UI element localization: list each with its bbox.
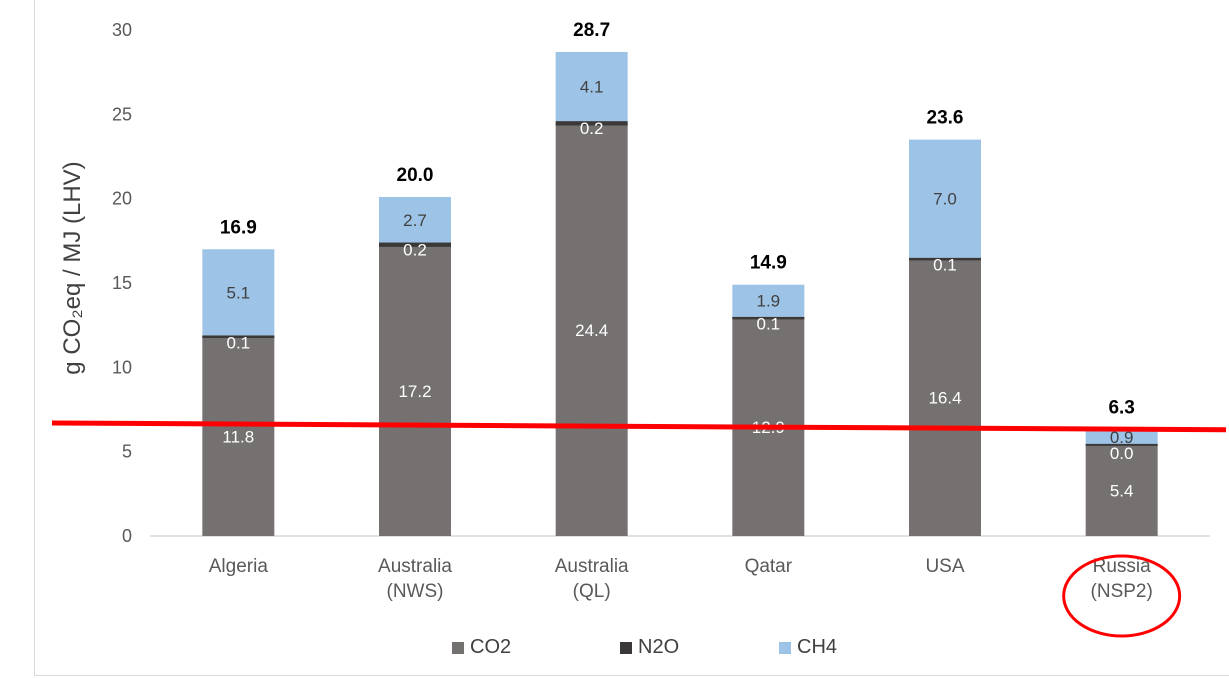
data-label-co2: 17.2 [398, 382, 431, 401]
legend-label: N2O [638, 636, 680, 658]
y-tick-label: 10 [112, 357, 132, 377]
bar-segment-ch4 [555, 51, 628, 122]
data-label-n2o: 0.2 [580, 119, 604, 138]
data-label-ch4: 4.1 [580, 78, 604, 97]
data-label-ch4: 1.9 [757, 292, 781, 311]
legend-swatch [452, 641, 464, 654]
x-tick-label: (NWS) [387, 581, 444, 602]
bar-segment-ch4 [202, 249, 275, 336]
y-tick-label: 25 [112, 104, 132, 124]
data-label-co2: 11.8 [222, 427, 254, 446]
chart-frame [34, 0, 1229, 676]
data-label-ch4: 0.9 [1110, 428, 1134, 447]
annotations [51, 420, 1227, 638]
x-tick-label: (QL) [573, 581, 611, 602]
bar-segment-n2o [379, 242, 451, 246]
y-axis-ticks: 0 5 10 15 20 25 30 [112, 20, 132, 546]
data-label-co2: 24.4 [575, 321, 608, 340]
x-tick-label: Algeria [209, 556, 269, 577]
bar-segment-co2 [202, 336, 275, 536]
total-label: 16.9 [220, 217, 257, 238]
bars: 11.8 0.1 5.1 16.9 17.2 0.2 2.7 20.0 24.4 0.2 4.1 28… [202, 20, 1158, 537]
data-label-co2: 16.4 [928, 389, 961, 408]
bar-segment-co2 [379, 245, 451, 537]
data-label-ch4: 5.1 [227, 283, 251, 302]
bar-segment-co2 [1085, 444, 1158, 536]
x-tick-label: Australia [555, 556, 629, 577]
x-tick-label: Australia [378, 556, 452, 577]
x-tick-label: Qatar [745, 556, 793, 577]
bar-segment-ch4 [909, 139, 981, 258]
y-tick-label: 30 [112, 20, 132, 40]
highlight-circle [1062, 554, 1182, 638]
data-label-co2: 5.4 [1110, 481, 1134, 500]
total-label: 6.3 [1108, 398, 1134, 419]
bar-segment-co2 [909, 259, 981, 536]
total-label: 23.6 [927, 108, 964, 129]
legend-item-n2o: N2O [620, 636, 679, 659]
total-label: 20.0 [397, 165, 434, 186]
legend: CO2 N2O CH4 [0, 636, 1229, 660]
bar-segment-ch4 [732, 284, 805, 317]
bar-segment-n2o [555, 121, 628, 125]
bar-segment-co2 [555, 124, 628, 536]
total-label: 14.9 [750, 253, 787, 274]
y-axis-title-text: g CO₂eq / MJ (LHV) [59, 161, 86, 374]
x-tick-label: Russia [1093, 556, 1152, 577]
data-label-ch4: 7.0 [933, 190, 957, 209]
legend-label: CO2 [470, 636, 512, 658]
data-label-n2o: 0.1 [227, 333, 251, 352]
data-label-ch4: 2.7 [403, 211, 427, 230]
data-label-n2o: 0.1 [933, 256, 957, 275]
x-axis-labels: Algeria Australia (NWS) Australia (QL) Qatar U… [209, 556, 1153, 602]
legend-swatch [779, 641, 791, 654]
y-axis-title: g CO₂eq / MJ (LHV) [59, 161, 86, 374]
y-tick-label: 15 [112, 273, 132, 293]
y-tick-label: 20 [112, 189, 132, 209]
bar-segment-ch4 [379, 196, 451, 243]
data-label-n2o: 0.1 [757, 315, 781, 334]
y-tick-label: 5 [122, 442, 132, 462]
legend-swatch [620, 641, 632, 654]
total-label: 28.7 [573, 20, 610, 41]
data-label-n2o: 0.2 [403, 241, 427, 260]
x-tick-label: USA [925, 556, 964, 577]
bar-segment-ch4 [1085, 429, 1158, 445]
data-label-n2o: 0.0 [1110, 444, 1134, 463]
legend-item-ch4: CH4 [779, 636, 837, 659]
legend-item-co2: CO2 [452, 636, 511, 659]
reference-line [51, 420, 1227, 433]
x-tick-label: (NSP2) [1091, 581, 1153, 602]
legend-label: CH4 [797, 636, 838, 658]
y-tick-label: 0 [122, 526, 132, 546]
